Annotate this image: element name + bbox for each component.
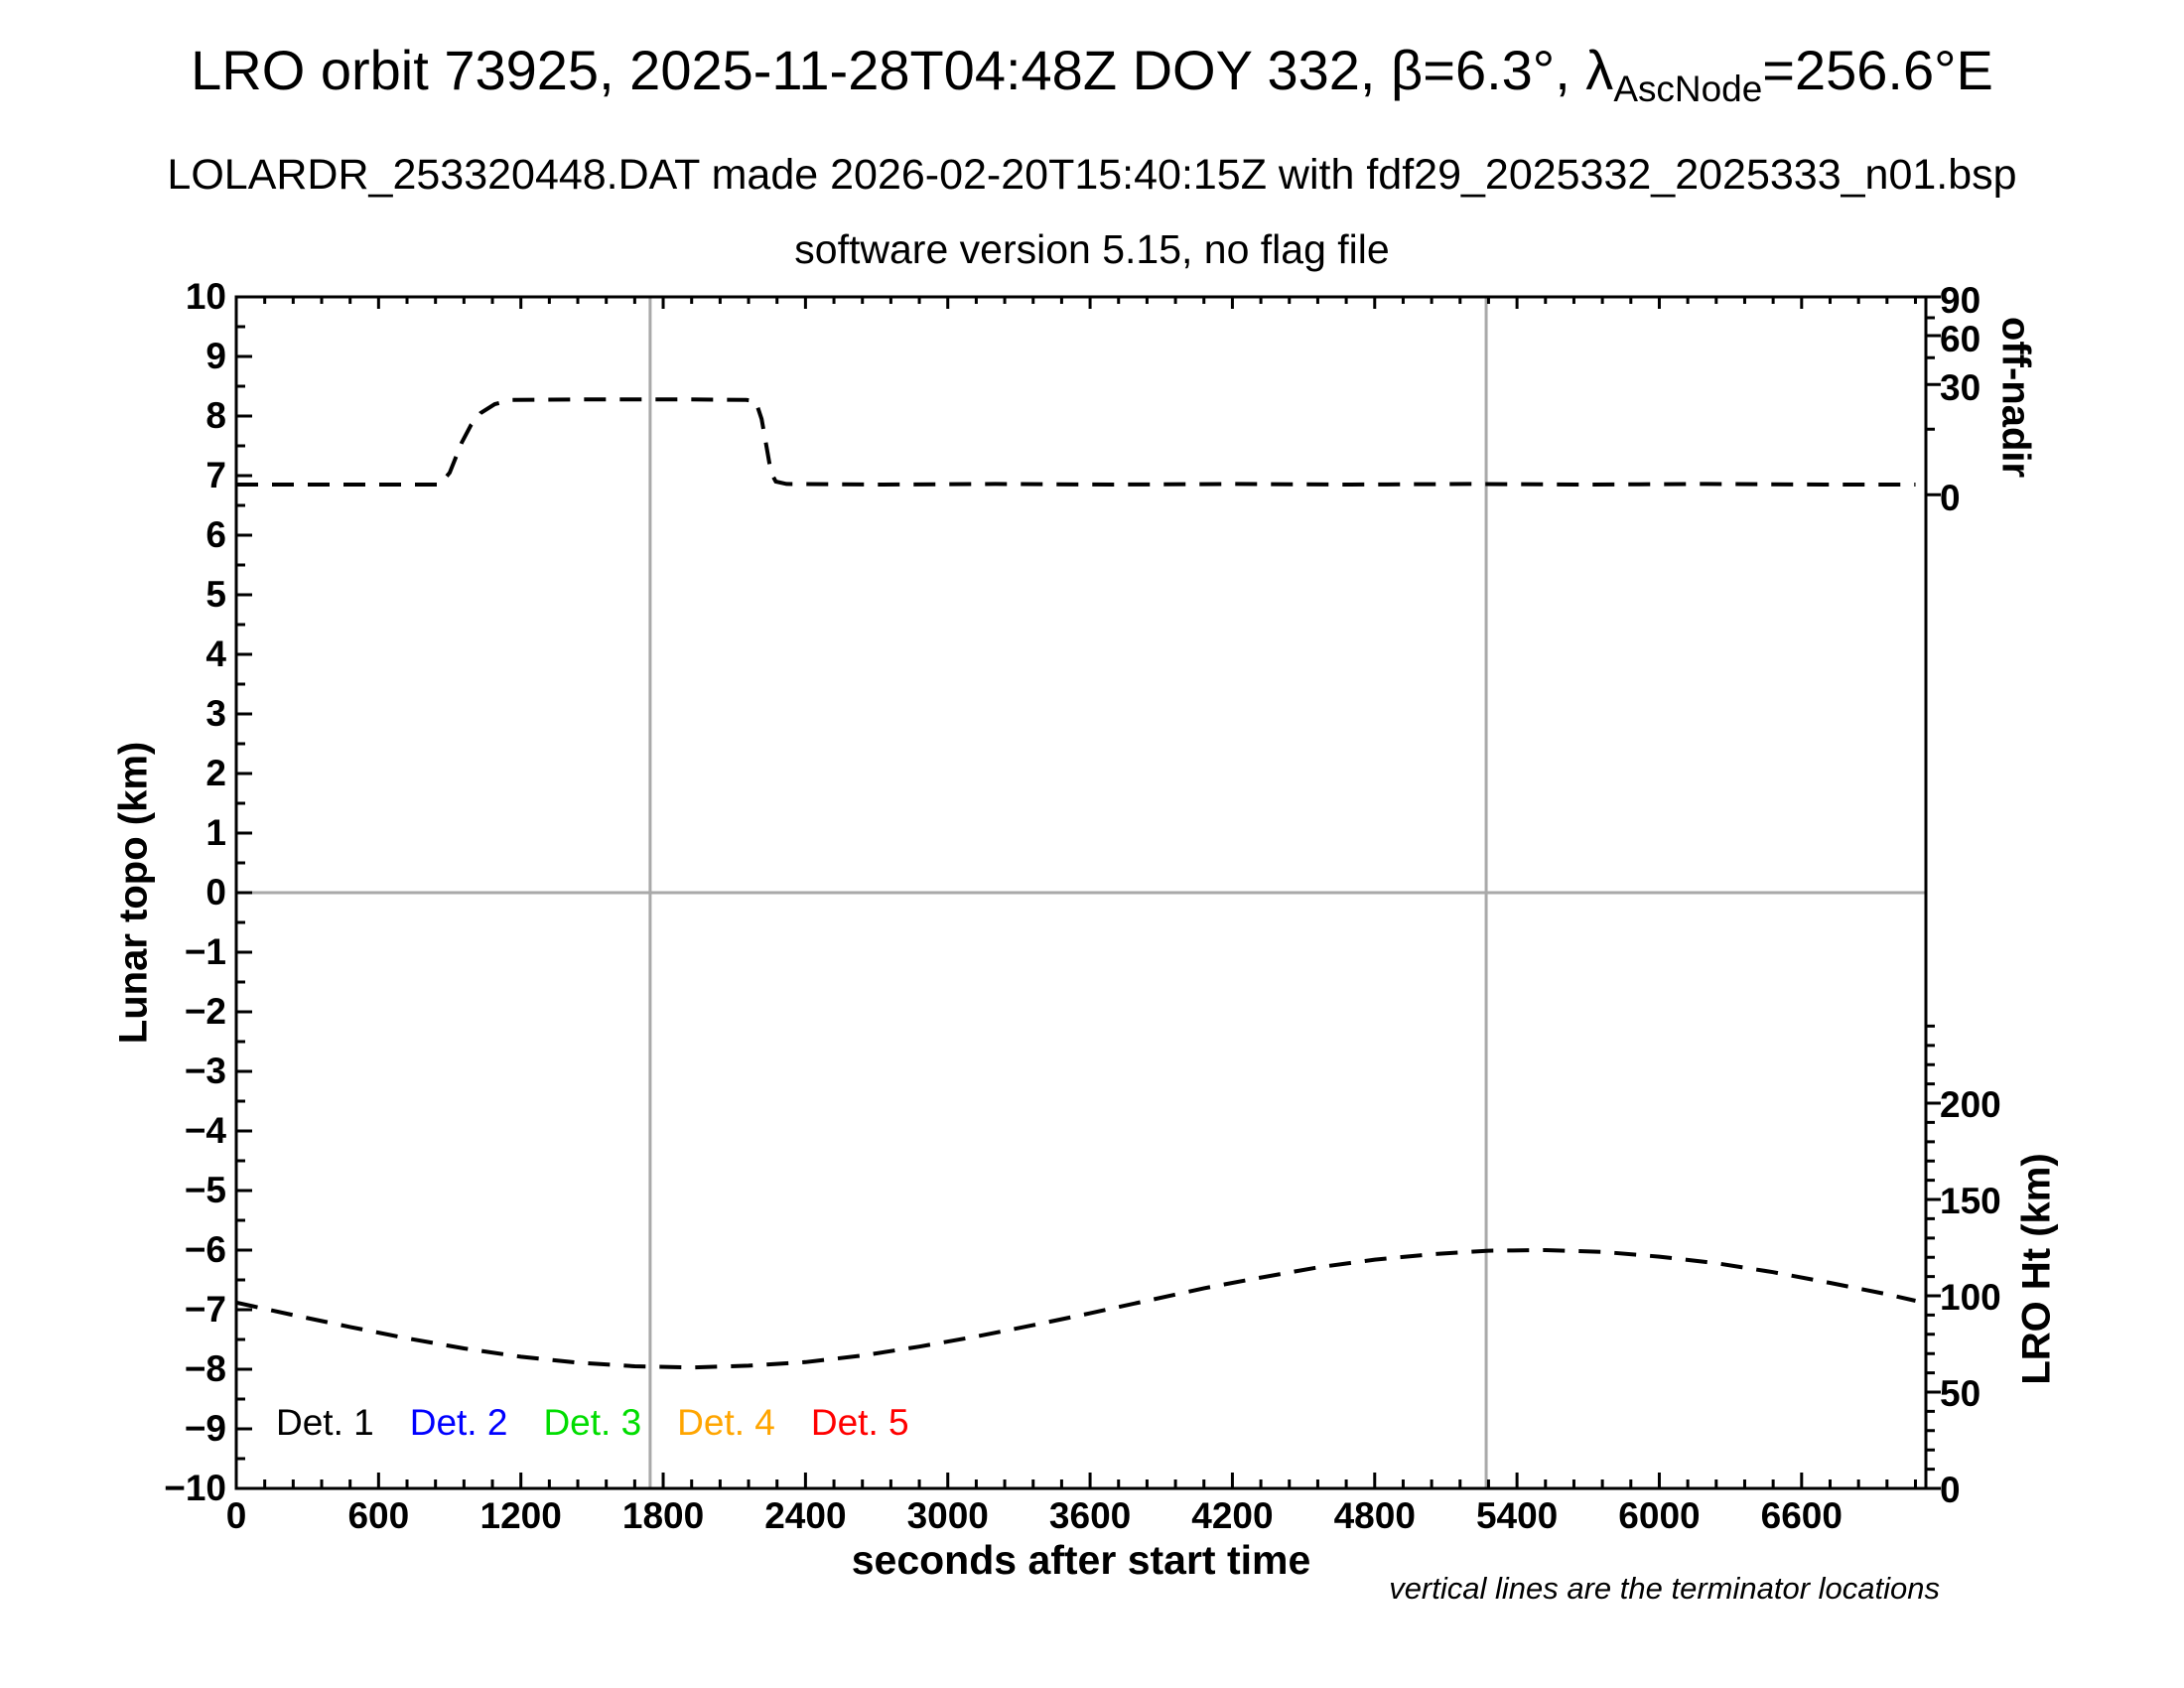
lroht-tick-200: 200 [1940,1084,2001,1126]
legend-detector-4: Det. 4 [677,1402,775,1443]
y-left-tick-3: 3 [205,693,226,734]
axis-ticks [234,295,1941,1490]
y-left-tick--4: −4 [184,1110,226,1151]
x-tick-1200: 1200 [479,1495,562,1536]
plot-title-main: LRO orbit 73925, 2025-11-28T04:48Z DOY 3… [191,39,1614,101]
y-left-tick-7: 7 [205,455,226,495]
legend-detector-2: Det. 2 [409,1402,508,1443]
y-left-tick-2: 2 [205,753,226,793]
offnadir-tick-90: 90 [1940,280,1981,321]
x-tick-4200: 4200 [1191,1495,1274,1536]
y-left-tick-1: 1 [205,812,226,853]
plot-title-suffix: =256.6°E [1762,39,1993,101]
y-left-tick--9: −9 [184,1408,226,1449]
x-tick-3600: 3600 [1048,1495,1132,1536]
plot-title-subscript: AscNode [1613,69,1763,110]
y-left-tick-5: 5 [205,574,226,615]
y-left-tick--7: −7 [184,1289,226,1330]
lroht-tick-100: 100 [1940,1277,2001,1318]
offnadir-curve [236,397,1916,488]
offnadir-tick-60: 60 [1940,319,1981,359]
x-tick-6600: 6600 [1760,1495,1843,1536]
offnadir-tick-30: 30 [1940,367,1981,409]
x-axis-title: seconds after start time [851,1537,1311,1583]
y-left-tick-0: 0 [205,872,226,913]
lroht-tick-150: 150 [1940,1181,2001,1222]
y-left-tick-9: 9 [205,336,226,376]
y-left-tick--2: −2 [184,991,226,1032]
x-tick-600: 600 [347,1495,410,1536]
y-left-tick--1: −1 [184,931,226,972]
x-tick-3000: 3000 [906,1495,989,1536]
plot-title: LRO orbit 73925, 2025-11-28T04:48Z DOY 3… [0,38,2184,110]
y-left-tick-6: 6 [205,514,226,555]
plot-version-line: software version 5.15, no flag file [794,226,1390,272]
x-tick-0: 0 [225,1495,247,1536]
y-axis-title-lroht: LRO Ht (km) [2014,1153,2059,1385]
y-left-tick-8: 8 [205,395,226,436]
legend-detector-3: Det. 3 [543,1402,642,1443]
x-tick-1800: 1800 [621,1495,705,1536]
x-tick-5400: 5400 [1475,1495,1559,1536]
offnadir-tick-0: 0 [1940,478,1961,519]
legend-detector-1: Det. 1 [276,1402,374,1443]
detector-legend: Det. 1 Det. 2 Det. 3 Det. 4 Det. 5 [276,1402,909,1444]
y-left-tick-10: 10 [185,276,226,317]
x-tick-6000: 6000 [1618,1495,1701,1536]
x-tick-4800: 4800 [1333,1495,1416,1536]
plot-subtitle: LOLARDR_253320448.DAT made 2026-02-20T15… [167,151,2017,199]
lroht-tick-0: 0 [1940,1470,1961,1510]
lro-height-curve [235,1247,1916,1370]
y-left-tick--8: −8 [184,1348,226,1389]
y-axis-title-offnadir: off-nadir [1993,316,2038,479]
lroht-tick-50: 50 [1940,1373,1981,1414]
y-left-tick--10: −10 [164,1468,226,1508]
y-left-tick--6: −6 [184,1229,226,1270]
terminator-footnote: vertical lines are the terminator locati… [1389,1571,1940,1606]
x-tick-2400: 2400 [764,1495,847,1536]
y-left-tick-4: 4 [205,633,226,674]
legend-detector-5: Det. 5 [810,1402,909,1443]
y-left-tick--5: −5 [184,1170,226,1210]
y-left-tick--3: −3 [184,1051,226,1091]
